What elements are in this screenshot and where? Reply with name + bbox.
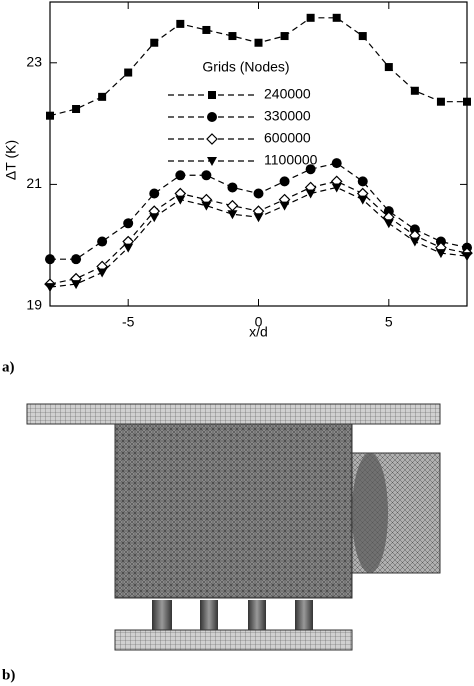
marker	[279, 201, 290, 211]
marker	[72, 105, 81, 114]
marker	[462, 252, 472, 262]
y-axis-label: ΔT (K)	[3, 140, 19, 180]
marker	[358, 32, 367, 41]
top-plate	[26, 403, 441, 425]
marker	[206, 133, 218, 145]
panel-label: a)	[2, 359, 15, 375]
marker	[306, 13, 315, 22]
marker	[228, 32, 237, 41]
marker	[124, 68, 133, 77]
marker	[357, 195, 368, 205]
legend-title: Grids (Nodes)	[202, 59, 289, 75]
marker	[383, 206, 394, 217]
panel-label: b)	[2, 667, 15, 683]
marker	[331, 158, 342, 169]
x-tick-label: -5	[122, 314, 135, 330]
x-tick-label: 0	[255, 314, 263, 330]
pin	[248, 600, 266, 630]
marker	[98, 92, 107, 101]
marker	[463, 97, 471, 106]
marker	[280, 32, 289, 41]
marker	[175, 195, 186, 205]
marker	[435, 249, 446, 259]
pin	[152, 600, 172, 630]
y-tick-label: 21	[26, 175, 42, 191]
mesh-image	[26, 403, 441, 651]
marker	[305, 164, 316, 175]
marker	[226, 199, 239, 212]
marker	[149, 213, 160, 223]
marker	[410, 86, 419, 95]
mesh-domain	[114, 423, 353, 599]
marker	[384, 63, 393, 72]
x-axis-label: x/d	[249, 324, 268, 340]
marker	[201, 201, 212, 211]
marker	[383, 219, 394, 229]
marker	[208, 91, 216, 99]
marker	[331, 183, 342, 193]
legend-label: 330000	[264, 108, 311, 124]
marker	[436, 97, 445, 106]
marker	[71, 254, 82, 265]
marker	[254, 38, 263, 47]
x-tick-label: 5	[385, 314, 393, 330]
marker	[45, 283, 55, 293]
marker	[207, 112, 217, 122]
marker	[149, 188, 160, 199]
marker	[123, 243, 134, 253]
marker	[201, 170, 212, 181]
marker	[279, 176, 290, 187]
y-tick-label: 19	[26, 297, 42, 313]
bottom-plate	[114, 629, 353, 651]
marker	[253, 213, 264, 223]
marker	[123, 218, 134, 229]
marker	[46, 111, 54, 120]
marker	[45, 254, 55, 265]
y-tick-label: 23	[26, 54, 42, 70]
marker	[176, 19, 185, 28]
marker	[97, 236, 108, 247]
plot-frame	[49, 1, 468, 307]
marker	[150, 38, 159, 47]
legend-label: 1100000	[264, 152, 318, 168]
pin	[200, 600, 218, 630]
marker	[305, 189, 316, 199]
marker	[207, 157, 217, 166]
marker	[227, 182, 238, 193]
marker	[253, 188, 264, 199]
marker	[202, 25, 211, 34]
legend-label: 600000	[264, 130, 311, 146]
marker	[435, 236, 446, 247]
marker	[97, 268, 108, 278]
legend-label: 240000	[264, 86, 311, 102]
pipe-end	[352, 453, 388, 573]
chart: 19 21 23 -5 0 5 x/d ΔT (K) Grids (Nodes) 240000 33…	[3, 1, 473, 340]
marker	[409, 224, 420, 235]
marker	[71, 280, 82, 290]
marker	[357, 176, 368, 187]
marker	[227, 210, 238, 220]
marker	[409, 237, 420, 247]
marker	[175, 170, 186, 181]
data-line	[49, 186, 468, 288]
marker	[332, 13, 341, 22]
pin	[295, 600, 313, 630]
